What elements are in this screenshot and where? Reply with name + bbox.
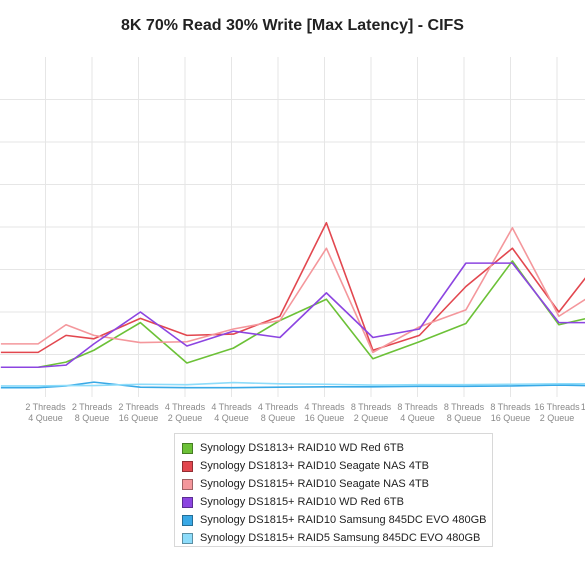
x-tick-label-3-0: 4 Threads <box>165 402 206 412</box>
legend-item-1[interactable]: Synology DS1813+ RAID10 Seagate NAS 4TB <box>181 457 486 475</box>
legend-swatch-1 <box>182 460 193 472</box>
x-tick-label-0-1: 4 Queue <box>28 413 63 423</box>
x-tick-label-11-0: 16 Threads <box>534 402 580 412</box>
x-tick-label-4-0: 4 Threads <box>211 402 252 412</box>
x-tick-label-4-1: 4 Queue <box>214 413 249 423</box>
x-tick-label-11-1: 2 Queue <box>540 413 575 423</box>
series-line-5 <box>0 381 585 387</box>
legend-label-4: Synology DS1815+ RAID10 Samsung 845DC EV… <box>200 514 487 526</box>
legend-swatch-3 <box>182 496 193 508</box>
x-tick-label-6-0: 4 Threads <box>304 402 345 412</box>
legend-item-0[interactable]: Synology DS1813+ RAID10 WD Red 6TB <box>181 439 486 457</box>
x-tick-label-2-0: 2 Threads <box>118 402 159 412</box>
legend-item-2[interactable]: Synology DS1815+ RAID10 Seagate NAS 4TB <box>181 475 486 493</box>
legend-swatch-2 <box>182 478 193 490</box>
chart-title: 8K 70% Read 30% Write [Max Latency] - CI… <box>121 17 464 34</box>
legend-label-1: Synology DS1813+ RAID10 Seagate NAS 4TB <box>200 460 429 472</box>
chart-legend: Synology DS1813+ RAID10 WD Red 6TB Synolo… <box>174 433 493 547</box>
series-line-2 <box>0 227 585 354</box>
x-tick-label-12-0: 16 Threads <box>581 402 585 412</box>
legend-label-2: Synology DS1815+ RAID10 Seagate NAS 4TB <box>200 478 429 490</box>
gridlines <box>0 57 585 397</box>
x-tick-label-9-0: 8 Threads <box>444 402 485 412</box>
legend-label-0: Synology DS1813+ RAID10 WD Red 6TB <box>200 442 404 454</box>
x-tick-label-10-0: 8 Threads <box>490 402 531 412</box>
x-tick-label-5-1: 8 Queue <box>261 413 296 423</box>
x-tick-label-1-0: 2 Threads <box>72 402 113 412</box>
legend-label-3: Synology DS1815+ RAID10 WD Red 6TB <box>200 496 404 508</box>
legend-swatch-0 <box>182 442 193 454</box>
x-tick-label-2-1: 16 Queue <box>119 413 159 423</box>
legend-swatch-4 <box>182 514 193 526</box>
x-tick-label-9-1: 8 Queue <box>447 413 482 423</box>
x-tick-label-0-0: 2 Threads <box>25 402 66 412</box>
x-tick-label-7-1: 2 Queue <box>354 413 389 423</box>
x-tick-label-10-1: 16 Queue <box>491 413 531 423</box>
x-tick-label-6-1: 16 Queue <box>305 413 345 423</box>
series-line-4 <box>0 381 585 389</box>
legend-item-3[interactable]: Synology DS1815+ RAID10 WD Red 6TB <box>181 493 486 511</box>
legend-swatch-5 <box>182 532 193 544</box>
x-tick-label-5-0: 4 Threads <box>258 402 299 412</box>
x-tick-label-8-0: 8 Threads <box>397 402 438 412</box>
series-line-1 <box>0 221 585 354</box>
x-tick-label-7-0: 8 Threads <box>351 402 392 412</box>
legend-label-5: Synology DS1815+ RAID5 Samsung 845DC EVO… <box>200 532 481 544</box>
x-tick-label-1-1: 8 Queue <box>75 413 110 423</box>
legend-item-5[interactable]: Synology DS1815+ RAID5 Samsung 845DC EVO… <box>181 529 486 547</box>
x-tick-label-3-1: 2 Queue <box>168 413 203 423</box>
series-lines <box>0 221 585 389</box>
series-line-0 <box>0 260 585 369</box>
x-tick-label-8-1: 4 Queue <box>400 413 435 423</box>
series-line-3 <box>0 262 585 369</box>
legend-item-4[interactable]: Synology DS1815+ RAID10 Samsung 845DC EV… <box>181 511 486 529</box>
